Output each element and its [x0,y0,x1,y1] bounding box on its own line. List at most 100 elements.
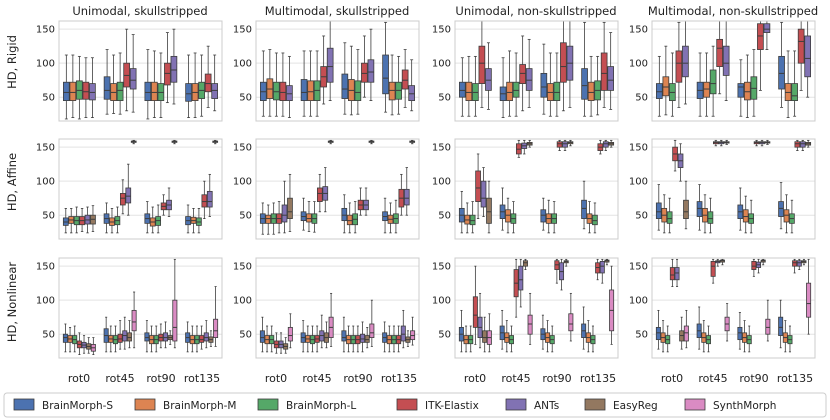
box-plot [480,167,487,217]
box-plot [300,320,306,353]
box-plot [675,21,683,108]
box-plot [166,187,172,217]
box-plot [472,265,478,345]
box [806,282,812,318]
x-tick-label: rot45 [105,372,134,385]
x-tick-label: rot135 [777,372,813,385]
box-plot [540,197,547,231]
box-plot [206,173,213,217]
x-tick-label: rot90 [146,372,175,385]
box-plot [79,207,85,232]
box-plot [149,206,156,234]
y-tick-label: 50 [239,330,252,341]
box-plot [196,207,202,234]
panel-frame [651,257,816,359]
box-plot [73,206,80,234]
box-plot [69,54,77,118]
box-plot [153,325,159,353]
box-plot [322,167,329,213]
box-plot [382,197,388,234]
box-plot [323,321,329,349]
box-plot [405,330,411,347]
box-plot [696,306,702,350]
box-plot [784,50,792,118]
panel: 50 100 150 [233,138,420,240]
box-plot [655,309,661,350]
y-tick-label: 100 [36,59,55,70]
box-plot [594,55,601,116]
box-plot [719,258,725,266]
panel: 50 100 150 [36,20,223,122]
box-plot [125,163,132,216]
box-plot [791,50,798,117]
row-label: HD, Nonlinear [5,262,19,343]
box [722,45,730,76]
box-plot [352,201,359,234]
box-plot [320,35,327,105]
panel-frame [651,138,816,240]
box-plot [300,197,307,231]
box-plot [526,139,533,148]
box-plot [86,337,92,354]
x-tick-label: rot135 [381,372,417,385]
x-tick-label: rot0 [68,372,90,385]
box-plot [486,180,492,234]
box-plot [170,28,178,105]
y-tick-label: 150 [36,143,55,154]
box-plot [117,320,123,350]
box-plot [260,50,267,117]
legend-swatch [684,398,706,411]
box-plot [554,258,560,284]
box [763,23,771,33]
box-plot [581,180,587,230]
box [144,332,150,342]
box-plot [540,43,548,115]
y-tick-label: 150 [36,262,55,273]
box-plot [112,325,118,353]
box [518,265,524,291]
box-plot [789,199,795,234]
box-plot [475,153,481,219]
box-plot [595,258,601,281]
box-plot [712,139,719,147]
box [486,197,492,224]
box-plot [551,201,558,234]
box [592,214,598,226]
box [354,80,362,101]
box-plot [270,202,277,235]
box-plot [368,139,375,145]
box [151,81,158,101]
row-label: HD, Affine [5,153,19,211]
panel-frame [454,257,619,359]
box-plot [350,325,356,353]
box-plot [68,207,75,234]
panel-frame [58,257,223,359]
box-plot [586,201,593,234]
panel-frame [255,138,420,240]
legend-swatch [505,398,527,411]
box-plot [382,21,389,113]
box-plot [742,320,748,353]
y-tick-label: 100 [432,177,451,188]
box-plot [109,207,115,234]
box [206,190,213,208]
box-plot [264,325,270,353]
box [553,81,561,101]
legend-label: BrainMorph-M [163,400,237,412]
box [525,68,533,91]
box-plot [794,139,801,151]
box-plot [715,258,721,267]
box-plot [609,265,615,345]
box-plot [499,309,505,350]
box-plot [765,299,771,342]
box-plot [778,182,784,230]
box-plot [408,59,415,112]
box-plot [287,313,293,349]
box-plot [306,201,312,232]
box-plot [201,180,208,219]
y-tick-label: 150 [629,143,648,154]
box [675,50,683,83]
box [512,81,520,98]
column-title: Multimodal, skullstripped [265,4,410,18]
box-plot [273,332,279,354]
